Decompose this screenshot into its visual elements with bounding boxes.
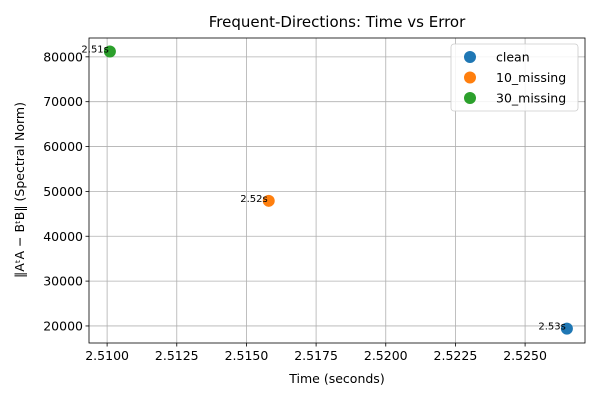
data-point-30_missing (103, 45, 116, 58)
chart-title: Frequent-Directions: Time vs Error (209, 13, 466, 31)
data-points: 2.53s 2.52s 2.51s (81, 44, 573, 335)
y-tick-label: 20000 (43, 318, 83, 333)
plot-frame (88, 37, 586, 344)
legend-marker-10_missing (464, 71, 476, 84)
legend: clean 10_missing 30_missing (450, 43, 579, 112)
x-tick-label: 2.5200 (364, 348, 408, 363)
x-tick-label: 2.5100 (85, 348, 129, 363)
legend-label-10_missing: 10_missing (496, 70, 566, 85)
x-axis-label: Time (seconds) (288, 371, 384, 386)
x-tick-label: 2.5150 (225, 348, 269, 363)
y-tick-label: 50000 (43, 184, 83, 199)
legend-label-30_missing: 30_missing (496, 91, 566, 106)
legend-box (450, 43, 579, 112)
axis-ticks: 2.5100 2.5125 2.5150 2.5175 2.5200 2.5225 2.52… (43, 49, 547, 363)
y-tick-label: 30000 (43, 274, 83, 289)
data-label-clean: 2.53s (538, 322, 565, 333)
data-point-clean (560, 322, 573, 335)
y-tick-label: 80000 (43, 49, 83, 64)
x-tick-label: 2.5250 (503, 348, 547, 363)
y-tick-label: 70000 (43, 94, 83, 109)
x-tick-label: 2.5175 (294, 348, 338, 363)
y-tick-label: 40000 (43, 229, 83, 244)
legend-marker-clean (464, 51, 476, 63)
x-tick-label: 2.5225 (434, 348, 478, 363)
y-axis-label: ‖AᵗA − BᵗB‖ (Spectral Norm) (12, 102, 27, 278)
x-tick-label: 2.5125 (155, 348, 199, 363)
legend-marker-30_missing (464, 92, 476, 104)
y-tick-label: 60000 (43, 139, 83, 154)
data-label-10_missing: 2.52s (240, 194, 267, 205)
grid (89, 38, 585, 343)
data-label-30_missing: 2.51s (81, 44, 108, 55)
data-point-10_missing (262, 194, 275, 207)
legend-label-clean: clean (496, 50, 530, 65)
